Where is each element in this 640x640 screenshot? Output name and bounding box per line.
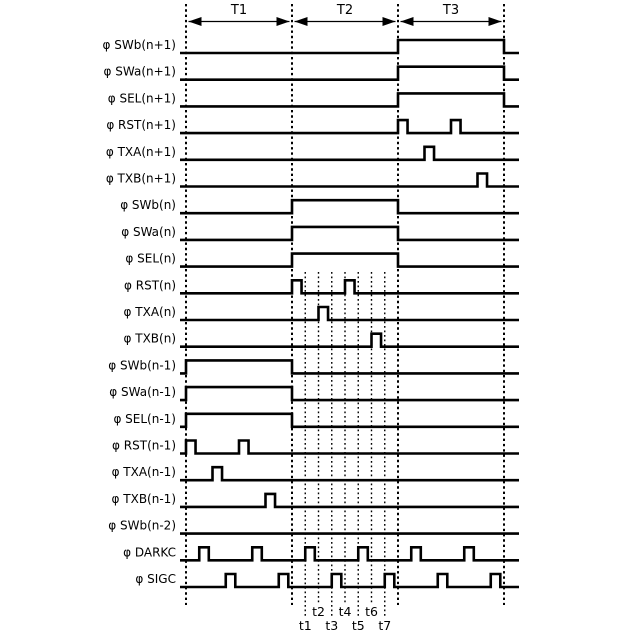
signal-label-row-3: φ RST(n+1) [106, 118, 176, 132]
signal-label-row-8: φ SEL(n) [125, 252, 176, 266]
waveform-row-15 [180, 439, 519, 455]
signal-label-row-11: φ TXB(n) [124, 332, 176, 346]
signal-label-row-12: φ SWb(n-1) [108, 358, 176, 372]
arrowhead-right-icon [276, 17, 290, 26]
signal-label-row-0: φ SWb(n+1) [103, 38, 177, 52]
waveform-row-7 [180, 225, 519, 242]
arrowhead-left-icon [188, 17, 202, 26]
waveform-row-12 [180, 359, 519, 375]
waveform-row-9 [180, 279, 519, 295]
signal-label-row-13: φ SWa(n-1) [109, 385, 176, 399]
waveform-row-5 [180, 172, 519, 188]
waveform-row-2 [180, 92, 519, 108]
waveform-row-8 [180, 252, 519, 268]
waveform-row-14 [180, 412, 519, 429]
signal-label-row-6: φ SWb(n) [120, 198, 176, 212]
signal-label-row-4: φ TXA(n+1) [106, 145, 176, 159]
signal-label-row-15: φ RST(n-1) [112, 439, 176, 453]
signal-label-row-2: φ SEL(n+1) [108, 91, 176, 105]
waveform-row-11 [180, 332, 519, 348]
signal-label-row-10: φ TXA(n) [124, 305, 176, 319]
arrowhead-right-icon [488, 17, 502, 26]
waveform-row-1 [180, 65, 519, 81]
time-marker-label-t3: t3 [325, 618, 338, 633]
period-label-T2: T2 [336, 3, 353, 18]
waveform-row-3 [180, 118, 519, 135]
signal-label-row-20: φ SIGC [135, 572, 176, 586]
signal-label-row-14: φ SEL(n-1) [113, 412, 176, 426]
arrowhead-right-icon [382, 17, 396, 26]
arrowhead-left-icon [294, 17, 308, 26]
signal-label-row-1: φ SWa(n+1) [104, 65, 176, 79]
waveform-row-16 [180, 465, 519, 482]
signal-label-row-7: φ SWa(n) [121, 225, 176, 239]
waveform-row-0 [180, 38, 519, 55]
period-label-T3: T3 [442, 3, 459, 18]
time-marker-label-t6: t6 [365, 604, 378, 619]
signal-label-row-5: φ TXB(n+1) [106, 172, 176, 186]
signal-label-row-19: φ DARKC [123, 545, 176, 559]
time-marker-label-t4: t4 [339, 604, 352, 619]
waveform-row-6 [180, 198, 519, 215]
time-marker-label-t5: t5 [352, 618, 365, 633]
waveform-row-20 [180, 572, 519, 589]
waveform-row-13 [180, 385, 519, 402]
signal-label-row-16: φ TXA(n-1) [112, 465, 176, 479]
time-marker-label-t1: t1 [299, 618, 312, 633]
waveform-row-19 [180, 546, 519, 562]
period-label-T1: T1 [230, 3, 247, 18]
waveform-row-4 [180, 145, 519, 162]
waveform-row-17 [180, 492, 519, 509]
time-marker-label-t7: t7 [378, 618, 391, 633]
time-marker-label-t2: t2 [312, 604, 325, 619]
signal-label-row-18: φ SWb(n-2) [108, 519, 176, 533]
signal-label-row-17: φ TXB(n-1) [112, 492, 176, 506]
waveform-row-10 [180, 305, 519, 322]
signal-label-row-9: φ RST(n) [124, 278, 176, 292]
arrowhead-left-icon [400, 17, 414, 26]
